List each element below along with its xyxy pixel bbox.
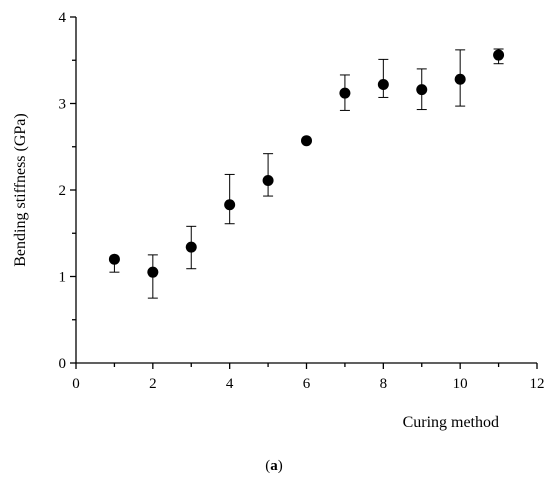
data-point — [493, 49, 505, 61]
x-tick-label: 6 — [303, 376, 311, 392]
x-tick-label: 8 — [380, 376, 388, 392]
data-point — [377, 78, 389, 90]
y-tick-label: 2 — [59, 183, 67, 199]
x-axis-title: Curing method — [403, 414, 499, 431]
figure-caption: (a) — [265, 458, 283, 474]
data-point — [185, 241, 197, 253]
data-point — [416, 84, 428, 96]
y-tick-label: 4 — [59, 10, 67, 26]
y-tick-label: 0 — [59, 356, 67, 372]
y-axis-title: Bending stiffness (GPa) — [12, 113, 29, 266]
y-tick-labels: 0 1 2 3 4 — [59, 10, 67, 372]
x-tick-label: 2 — [149, 376, 157, 392]
x-tick-label: 4 — [226, 376, 234, 392]
data-point — [301, 135, 312, 147]
x-tick-label: 10 — [453, 376, 468, 392]
x-tick-labels: 0 2 4 6 8 10 12 — [72, 376, 544, 392]
data-point — [224, 199, 236, 211]
x-tick-label: 12 — [530, 376, 545, 392]
x-tick-label: 0 — [72, 376, 80, 392]
y-tick-label: 1 — [59, 270, 67, 286]
plot-area — [70, 16, 538, 369]
data-point — [262, 174, 274, 186]
data-point — [108, 253, 120, 265]
data-point — [454, 73, 466, 85]
y-tick-label: 3 — [59, 97, 67, 113]
data-point — [147, 266, 159, 278]
caption-letter: a — [270, 458, 278, 474]
data-point — [339, 87, 351, 99]
caption-close-paren: ) — [278, 458, 283, 474]
caption-open-paren: ( — [265, 458, 270, 474]
